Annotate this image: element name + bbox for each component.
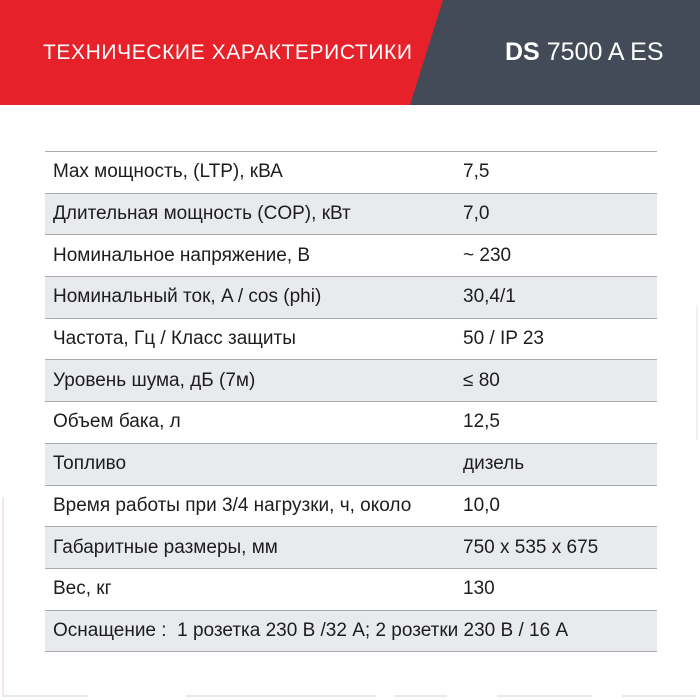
bottom-edge-artifact [622,695,696,697]
row-value: 50 / IP 23 [463,328,544,350]
right-edge-artifact [696,305,698,440]
header-red-shape [0,0,443,105]
bottom-edge-artifact [4,695,88,697]
row-value: ≤ 80 [463,369,500,391]
model-name: DS 7500 A ES [505,0,664,105]
row-value: дизель [463,453,525,475]
row-value: 750 x 535 x 675 [463,536,599,558]
table-row: Габаритные размеры, мм 750 x 535 x 675 [45,526,657,568]
row-label: Вес, кг [53,578,112,600]
row-label: Номинальный ток, A / cos (phi) [53,286,322,308]
table-row: Вес, кг 130 [45,567,657,610]
row-label: Max мощность, (LTP), кВА [53,161,283,183]
bottom-edge-artifact [186,695,376,697]
row-label: Уровень шума, дБ (7м) [53,369,256,391]
table-row: Max мощность, (LTP), кВА 7,5 [45,151,657,193]
row-label: Топливо [53,453,127,475]
spec-table: Max мощность, (LTP), кВА 7,5 Длительная … [45,151,657,653]
row-label: Габаритные размеры, мм [53,536,278,558]
model-number: 7500 A ES [546,38,664,66]
table-row: Частота, Гц / Класс защиты 50 / IP 23 [45,317,657,360]
bottom-edge-artifact [395,695,447,697]
row-value: ~ 230 [463,244,512,266]
row-value: 10,0 [463,494,500,516]
row-label: Частота, Гц / Класс защиты [53,328,296,350]
row-label: Номинальное напряжение, В [53,244,311,266]
table-row: Топливо дизель [45,442,657,485]
page-title: ТЕХНИЧЕСКИЕ ХАРАКТЕРИСТИКИ [43,40,413,64]
header-banner: ТЕХНИЧЕСКИЕ ХАРАКТЕРИСТИКИ DS 7500 A ES [0,0,700,105]
left-edge-artifact [2,497,4,697]
row-value: 130 [463,578,495,600]
table-row: Уровень шума, дБ (7м) ≤ 80 [45,359,657,402]
table-row: Номинальное напряжение, В ~ 230 [45,234,657,277]
row-label: Время работы при 3/4 нагрузки, ч, около [53,494,412,516]
row-value: 30,4/1 [463,286,516,308]
row-label: Длительная мощность (COP), кВт [53,203,351,225]
bottom-edge-artifact [497,695,592,697]
row-value: 7,0 [463,203,490,225]
model-series: DS [505,38,540,66]
row-label: Объем бака, л [53,411,181,433]
table-row: Объем бака, л 12,5 [45,401,657,443]
row-value: 7,5 [463,161,490,183]
table-row: Время работы при 3/4 нагрузки, ч, около … [45,484,657,527]
row-value: 12,5 [463,411,500,433]
table-row-equipment: Оснащение : 1 розетка 230 В /32 А; 2 роз… [45,609,657,652]
table-row: Номинальный ток, A / cos (phi) 30,4/1 [45,276,657,318]
table-row: Длительная мощность (COP), кВт 7,0 [45,192,657,235]
equipment-text: Оснащение : 1 розетка 230 В /32 А; 2 роз… [53,619,569,641]
